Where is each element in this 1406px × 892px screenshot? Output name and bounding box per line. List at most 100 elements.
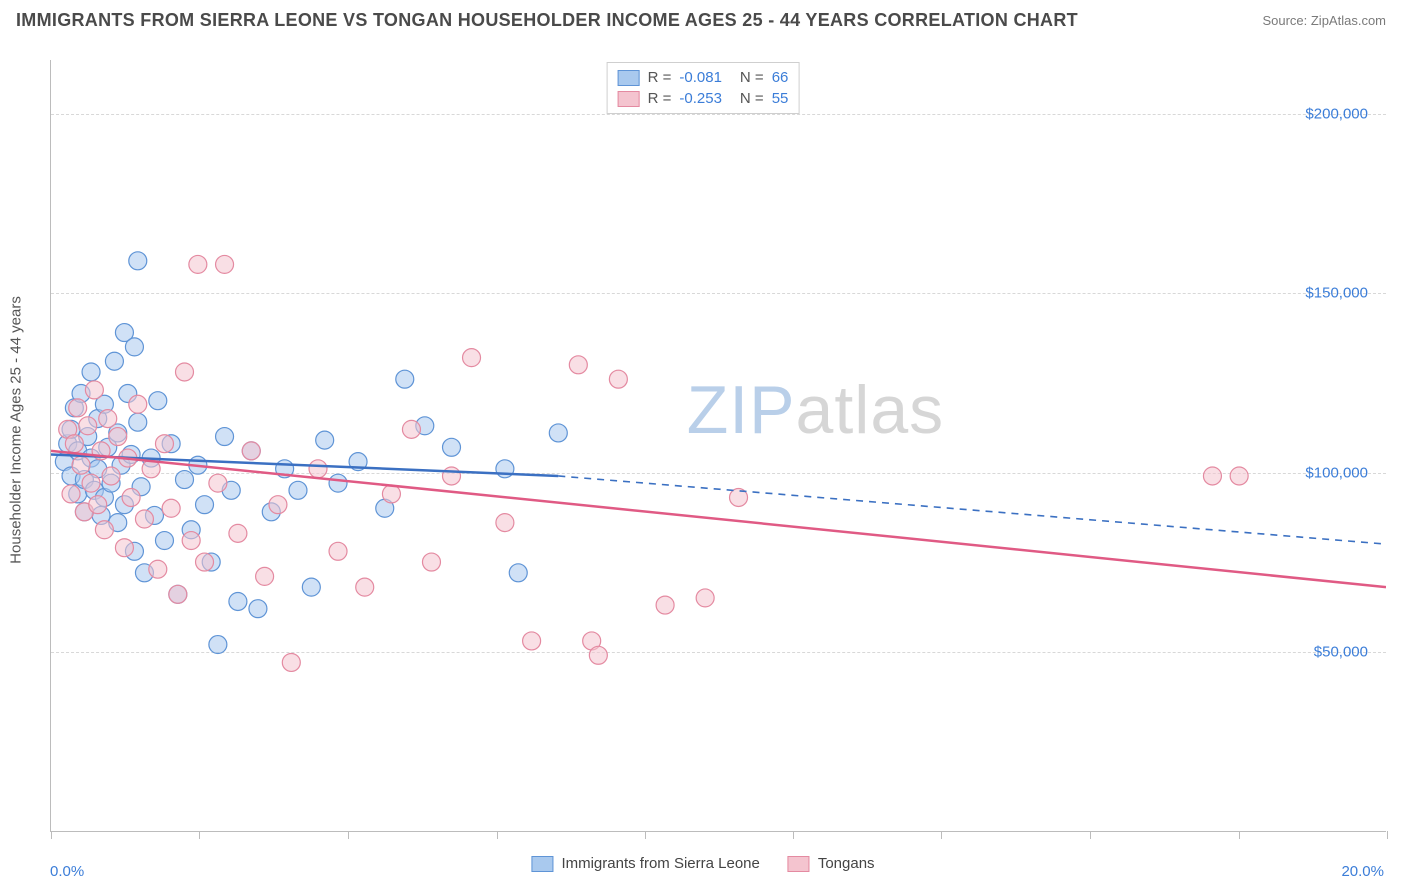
chart-title: IMMIGRANTS FROM SIERRA LEONE VS TONGAN H…	[16, 10, 1078, 31]
regression-line	[51, 451, 1386, 587]
x-axis-max-label: 20.0%	[1341, 863, 1384, 880]
data-point	[422, 553, 440, 571]
data-point	[329, 542, 347, 560]
data-point	[129, 252, 147, 270]
legend-n-label: N =	[740, 69, 764, 86]
data-point	[656, 596, 674, 614]
legend-swatch	[618, 70, 640, 86]
data-point	[209, 636, 227, 654]
data-point	[1230, 467, 1248, 485]
data-point	[609, 370, 627, 388]
series-name: Immigrants from Sierra Leone	[561, 855, 759, 872]
data-point	[115, 539, 133, 557]
data-point	[443, 467, 461, 485]
legend-r-value: -0.081	[679, 69, 722, 86]
legend-r-label: R =	[648, 69, 672, 86]
x-tick	[51, 831, 52, 839]
legend-swatch	[788, 856, 810, 872]
data-point	[69, 399, 87, 417]
data-point	[549, 424, 567, 442]
data-point	[696, 589, 714, 607]
data-point	[302, 578, 320, 596]
x-tick	[1090, 831, 1091, 839]
data-point	[109, 428, 127, 446]
series-legend-item: Immigrants from Sierra Leone	[531, 855, 759, 872]
data-point	[155, 435, 173, 453]
data-point	[176, 363, 194, 381]
legend-r-value: -0.253	[679, 90, 722, 107]
data-point	[229, 524, 247, 542]
data-point	[382, 485, 400, 503]
x-tick	[941, 831, 942, 839]
data-point	[356, 578, 374, 596]
data-point	[62, 485, 80, 503]
data-point	[249, 600, 267, 618]
legend-swatch	[531, 856, 553, 872]
data-point	[65, 435, 83, 453]
data-point	[269, 496, 287, 514]
data-point	[256, 567, 274, 585]
data-point	[89, 496, 107, 514]
data-point	[282, 653, 300, 671]
correlation-legend: R =-0.081N =66R =-0.253N =55	[607, 62, 800, 114]
data-point	[289, 481, 307, 499]
y-axis-label: Householder Income Ages 25 - 44 years	[8, 296, 25, 564]
data-point	[569, 356, 587, 374]
data-point	[85, 381, 103, 399]
data-point	[196, 553, 214, 571]
legend-row: R =-0.081N =66	[618, 67, 789, 88]
data-point	[162, 499, 180, 517]
data-point	[463, 349, 481, 367]
data-point	[589, 646, 607, 664]
series-name: Tongans	[818, 855, 875, 872]
series-legend: Immigrants from Sierra Leone Tongans	[531, 855, 874, 872]
data-point	[169, 585, 187, 603]
x-tick	[1387, 831, 1388, 839]
data-point	[496, 514, 514, 532]
legend-r-label: R =	[648, 90, 672, 107]
source-attribution: Source: ZipAtlas.com	[1262, 13, 1386, 28]
data-point	[129, 395, 147, 413]
data-point	[229, 593, 247, 611]
legend-n-value: 55	[772, 90, 789, 107]
data-point	[196, 496, 214, 514]
data-point	[176, 471, 194, 489]
data-point	[79, 417, 97, 435]
data-point	[509, 564, 527, 582]
data-point	[99, 410, 117, 428]
data-point	[72, 456, 90, 474]
data-point	[125, 338, 143, 356]
legend-swatch	[618, 91, 640, 107]
data-point	[209, 474, 227, 492]
data-point	[396, 370, 414, 388]
data-point	[82, 363, 100, 381]
data-point	[129, 413, 147, 431]
data-point	[242, 442, 260, 460]
x-tick	[1239, 831, 1240, 839]
data-point	[316, 431, 334, 449]
data-point	[329, 474, 347, 492]
data-point	[149, 560, 167, 578]
x-tick	[199, 831, 200, 839]
data-point	[122, 489, 140, 507]
legend-row: R = -0.253 N = 55	[618, 88, 789, 109]
data-point	[102, 467, 120, 485]
x-tick	[645, 831, 646, 839]
x-axis-min-label: 0.0%	[50, 863, 84, 880]
data-point	[189, 255, 207, 273]
data-point	[1203, 467, 1221, 485]
data-point	[105, 352, 123, 370]
data-point	[523, 632, 541, 650]
data-point	[155, 532, 173, 550]
data-point	[216, 255, 234, 273]
data-point	[402, 420, 420, 438]
data-point	[135, 510, 153, 528]
x-tick	[348, 831, 349, 839]
series-legend-item: Tongans	[788, 855, 875, 872]
data-point	[216, 428, 234, 446]
data-point	[149, 392, 167, 410]
chart-plot-area	[50, 60, 1386, 832]
data-point	[95, 521, 113, 539]
data-point	[82, 474, 100, 492]
legend-n-label: N =	[740, 90, 764, 107]
